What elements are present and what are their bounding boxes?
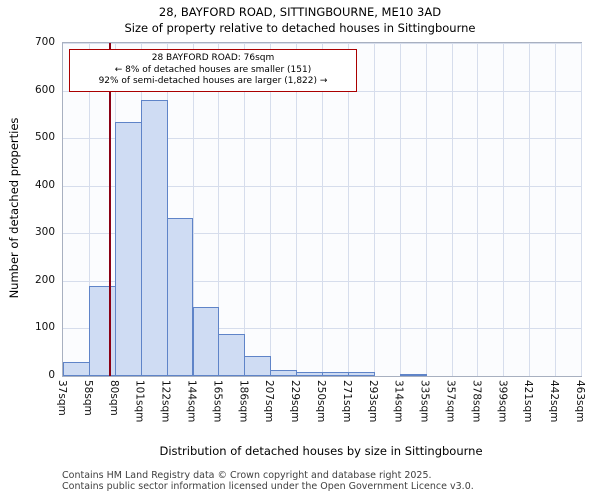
x-tick-label: 463sqm — [574, 380, 586, 423]
y-tick-label: 0 — [48, 369, 55, 381]
gridline-vertical — [555, 43, 557, 376]
y-tick-label: 700 — [34, 36, 55, 48]
x-tick-label: 250sqm — [315, 380, 327, 423]
gridline-vertical — [218, 43, 220, 376]
gridline-vertical — [347, 43, 349, 376]
gridline-vertical — [581, 43, 582, 376]
gridline-vertical — [244, 43, 246, 376]
x-tick-label: 229sqm — [289, 380, 302, 423]
x-tick-label: 357sqm — [444, 380, 457, 423]
x-tick-label: 186sqm — [237, 380, 250, 423]
x-tick-label: 378sqm — [470, 380, 483, 423]
x-tick-label: 293sqm — [366, 380, 379, 423]
x-tick-label: 144sqm — [185, 380, 198, 423]
bar — [63, 361, 90, 376]
bar — [140, 100, 168, 376]
annotation-line-1: 28 BAYFORD ROAD: 76sqm — [151, 53, 275, 63]
x-tick-label: 314sqm — [392, 380, 405, 423]
x-tick-label: 271sqm — [340, 380, 353, 423]
x-tick-label: 80sqm — [107, 380, 120, 416]
x-tick-label: 335sqm — [418, 380, 431, 423]
y-tick-label: 600 — [34, 83, 55, 96]
bar — [347, 372, 375, 376]
property-marker-line — [109, 43, 112, 376]
gridline-vertical — [503, 43, 505, 376]
x-tick-label: 442sqm — [548, 380, 561, 423]
chart-title: 28, BAYFORD ROAD, SITTINGBOURNE, ME10 3A… — [158, 5, 442, 19]
y-tick-label: 400 — [34, 178, 55, 191]
plot-area: 28 BAYFORD ROAD: 76sqm ← 8% of detached … — [62, 42, 582, 377]
gridline-vertical — [529, 43, 531, 376]
gridline-vertical — [373, 43, 375, 376]
x-tick-label: 101sqm — [133, 380, 146, 423]
annotation-line-3: 92% of semi-detached houses are larger (… — [98, 76, 328, 87]
x-axis-label: Distribution of detached houses by size … — [159, 444, 483, 458]
gridline-vertical — [425, 43, 427, 376]
bar — [322, 372, 349, 376]
bar — [192, 307, 220, 376]
bar — [88, 285, 116, 376]
y-tick-label: 500 — [34, 131, 55, 144]
y-tick-label: 100 — [34, 321, 55, 334]
x-tick-label: 421sqm — [522, 380, 535, 423]
y-axis-label: Number of detached properties — [7, 117, 21, 299]
annotation-line-2: ← 8% of detached houses are smaller (151… — [114, 64, 312, 75]
gridline-vertical — [88, 43, 90, 376]
x-tick-label: 58sqm — [81, 380, 94, 416]
x-tick-label: 165sqm — [211, 380, 224, 423]
chart-subtitle: Size of property relative to detached ho… — [124, 21, 476, 35]
gridline-vertical — [192, 43, 194, 376]
gridline-vertical — [399, 43, 401, 376]
gridline-vertical — [322, 43, 323, 376]
bar — [114, 121, 142, 376]
x-tick-label: 37sqm — [56, 380, 68, 416]
bar — [296, 372, 323, 376]
y-tick-label: 200 — [34, 273, 55, 286]
footer-line-1: Contains HM Land Registry data © Crown c… — [62, 470, 432, 481]
annotation-box: 28 BAYFORD ROAD: 76sqm ← 8% of detached … — [69, 49, 357, 93]
bar — [270, 370, 298, 376]
gridline-vertical — [296, 43, 298, 376]
bar — [244, 356, 272, 376]
y-tick-label: 300 — [34, 226, 55, 239]
footer-line-2: Contains public sector information licen… — [62, 481, 474, 492]
gridline-vertical — [451, 43, 453, 376]
x-tick-label: 207sqm — [263, 380, 276, 423]
gridline-vertical — [477, 43, 479, 376]
x-tick-label: 122sqm — [159, 380, 172, 423]
bar — [166, 218, 194, 376]
bar — [218, 334, 246, 376]
bar — [399, 373, 427, 376]
x-tick-label: 399sqm — [496, 380, 509, 423]
gridline-vertical — [270, 43, 272, 376]
